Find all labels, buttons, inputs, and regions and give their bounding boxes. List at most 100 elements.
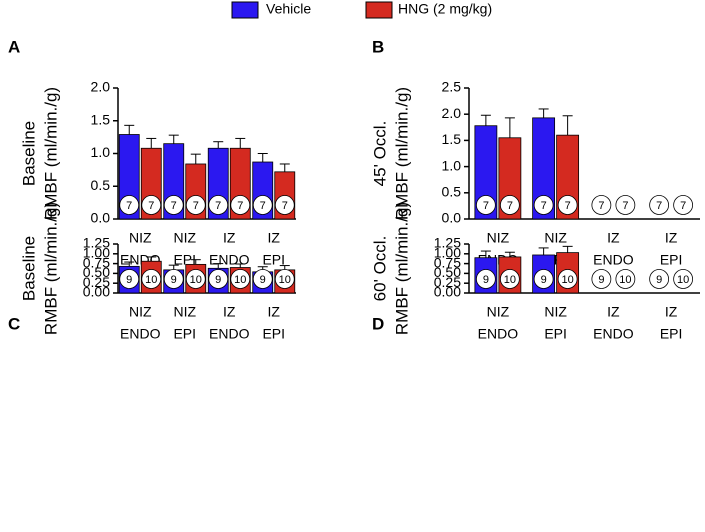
x-tick-label: NIZ <box>544 230 567 246</box>
n-badge <box>557 195 578 215</box>
y-tick-label: 0.25 <box>434 274 461 290</box>
y-tick-label: 1.00 <box>83 245 110 261</box>
y-axis-label: RMBF (ml/min./g) <box>392 202 411 335</box>
n-badge <box>673 195 694 215</box>
n-label: 7 <box>598 200 604 212</box>
n-badge <box>557 269 578 289</box>
n-badge <box>615 269 636 289</box>
y-axis-label: Baseline <box>19 121 38 186</box>
y-tick-label: 2.0 <box>442 105 462 121</box>
n-label: 7 <box>541 200 547 212</box>
x-tick-label: IZ <box>223 230 236 246</box>
n-badge <box>673 269 694 289</box>
y-tick-label: 0.75 <box>434 254 461 270</box>
y-tick-label: 0.75 <box>83 254 110 270</box>
panel-letter: C <box>8 314 20 333</box>
x-tick-label: EPI <box>660 326 683 342</box>
n-badge <box>163 269 184 289</box>
n-label: 9 <box>215 274 221 286</box>
n-label: 10 <box>190 274 202 286</box>
y-tick-label: 0.5 <box>91 177 111 193</box>
y-tick-label: 1.25 <box>83 235 110 251</box>
x-tick-label: IZ <box>665 230 678 246</box>
x-tick-label: IZ <box>665 304 678 320</box>
x-tick-label: IZ <box>268 230 281 246</box>
n-label: 10 <box>504 274 516 286</box>
n-label: 7 <box>260 200 266 212</box>
n-label: 7 <box>680 200 686 212</box>
n-label: 7 <box>282 200 288 212</box>
n-label: 7 <box>565 200 571 212</box>
n-badge <box>475 269 496 289</box>
n-badge <box>163 195 184 215</box>
n-label: 7 <box>483 200 489 212</box>
n-badge <box>119 195 140 215</box>
panel-letter: D <box>372 314 384 333</box>
x-tick-label: NIZ <box>487 230 510 246</box>
n-badge <box>141 269 162 289</box>
n-label: 9 <box>656 274 662 286</box>
n-label: 9 <box>598 274 604 286</box>
x-tick-label: IZ <box>607 230 620 246</box>
bar <box>474 125 498 220</box>
n-label: 7 <box>148 200 154 212</box>
y-tick-label: 0.0 <box>442 210 462 226</box>
n-badge <box>591 195 612 215</box>
legend-swatch <box>365 1 393 19</box>
x-tick-label: NIZ <box>129 304 152 320</box>
y-axis-label: Baseline <box>19 236 38 301</box>
n-badge <box>119 269 140 289</box>
n-label: 7 <box>193 200 199 212</box>
y-axis-label: RMBF (ml/min./g) <box>41 87 60 220</box>
y-tick-label: 1.5 <box>442 131 462 147</box>
n-badge <box>274 195 295 215</box>
n-label: 9 <box>541 274 547 286</box>
n-label: 7 <box>237 200 243 212</box>
panel-letter: B <box>372 37 384 56</box>
n-label: 10 <box>145 274 157 286</box>
legend-label: Vehicle <box>266 1 311 17</box>
n-badge <box>274 269 295 289</box>
x-tick-label: NIZ <box>129 230 152 246</box>
panel-letter: A <box>8 37 20 56</box>
x-tick-label: EPI <box>262 326 285 342</box>
n-label: 9 <box>260 274 266 286</box>
x-tick-label: IZ <box>268 304 281 320</box>
y-tick-label: 0.00 <box>434 284 461 300</box>
bar <box>532 117 556 220</box>
x-tick-label: EPI <box>544 326 567 342</box>
x-tick-label: EPI <box>173 326 196 342</box>
x-tick-label: EPI <box>262 252 285 268</box>
n-badge <box>533 269 554 289</box>
n-badge <box>499 195 520 215</box>
n-badge <box>649 195 670 215</box>
y-tick-label: 0.0 <box>91 210 111 226</box>
n-badge <box>208 269 229 289</box>
n-badge <box>591 269 612 289</box>
y-tick-label: 1.0 <box>442 157 462 173</box>
n-badge <box>252 195 273 215</box>
x-tick-label: NIZ <box>544 304 567 320</box>
n-label: 9 <box>483 274 489 286</box>
y-tick-label: 1.00 <box>434 245 461 261</box>
n-badge <box>141 195 162 215</box>
n-label: 7 <box>171 200 177 212</box>
y-tick-label: 0.25 <box>83 274 110 290</box>
n-label: 10 <box>677 274 689 286</box>
n-label: 10 <box>619 274 631 286</box>
n-label: 7 <box>507 200 513 212</box>
n-badge <box>230 269 251 289</box>
x-tick-label: ENDO <box>209 326 250 342</box>
x-tick-label: ENDO <box>593 326 634 342</box>
n-label: 7 <box>126 200 132 212</box>
n-badge <box>252 269 273 289</box>
n-badge <box>230 195 251 215</box>
x-tick-label: IZ <box>607 304 620 320</box>
x-tick-label: EPI <box>660 252 683 268</box>
n-badge <box>475 195 496 215</box>
y-axis-label: RMBF (ml/min./g) <box>41 202 60 335</box>
x-tick-label: NIZ <box>173 304 196 320</box>
y-axis-label: RMBF (ml/min./g) <box>392 87 411 220</box>
y-tick-label: 0.50 <box>434 264 461 280</box>
